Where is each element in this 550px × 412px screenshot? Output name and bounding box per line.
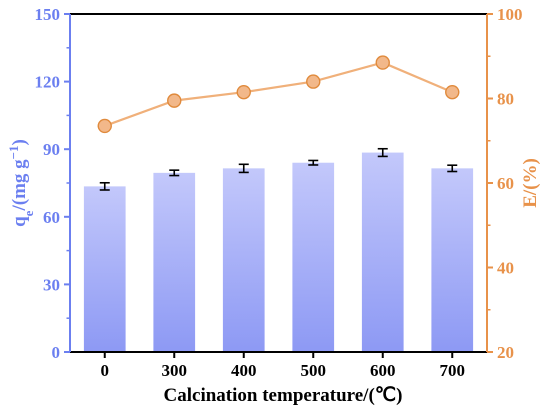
right-tick-label: 20: [497, 343, 514, 362]
right-tick-label: 40: [497, 259, 514, 278]
left-axis-title-sub: e: [21, 210, 36, 216]
x-tick-label: 0: [101, 361, 110, 380]
x-tick-label: 400: [231, 361, 257, 380]
line-markers-layer: [97, 55, 460, 134]
x-tick-label: 600: [370, 361, 396, 380]
bar: [292, 162, 335, 352]
line-errorbars-layer: [100, 57, 457, 132]
bar: [431, 168, 474, 352]
bar-errorbars-layer: [99, 147, 458, 191]
left-axis-title-main: q: [9, 216, 30, 227]
tick-labels-layer: 0 30 60 90 120 150 20 40 60 80 100 0 300 400 500 600 700: [35, 5, 523, 380]
right-tick-label: 60: [497, 174, 514, 193]
x-tick-label: 700: [440, 361, 466, 380]
left-tick-label: 0: [52, 343, 61, 362]
left-tick-label: 90: [43, 140, 60, 159]
x-tick-label: 300: [162, 361, 188, 380]
line-marker: [375, 55, 390, 70]
x-axis-title: Calcination temperature/(℃): [164, 385, 403, 406]
line-marker: [167, 93, 182, 108]
axes-layer: [69, 13, 488, 353]
bar: [83, 186, 126, 352]
left-axis-title-sup: −1: [6, 145, 21, 159]
left-tick-label: 30: [43, 275, 60, 294]
bar: [361, 152, 404, 352]
line-marker: [97, 118, 112, 134]
right-tick-label: 80: [497, 90, 514, 109]
line-marker: [236, 84, 251, 100]
x-tick-label: 500: [301, 361, 327, 380]
right-axis-title: E/(%): [520, 158, 541, 208]
left-axis-title-close: ): [9, 139, 30, 145]
line-marker: [306, 74, 321, 89]
bar: [222, 168, 265, 352]
left-tick-label: 60: [43, 208, 60, 227]
bar: [153, 172, 196, 352]
efficiency-line: [104, 61, 453, 127]
bars-layer: [83, 152, 474, 352]
left-axis-title: qe/(mg g−1): [6, 139, 36, 227]
left-tick-label: 150: [35, 5, 61, 24]
ticks-layer: [64, 13, 493, 358]
right-tick-label: 100: [497, 5, 523, 24]
left-axis-title-rest: /(mg g: [9, 159, 30, 212]
left-tick-label: 120: [35, 73, 61, 92]
line-marker: [445, 84, 460, 100]
